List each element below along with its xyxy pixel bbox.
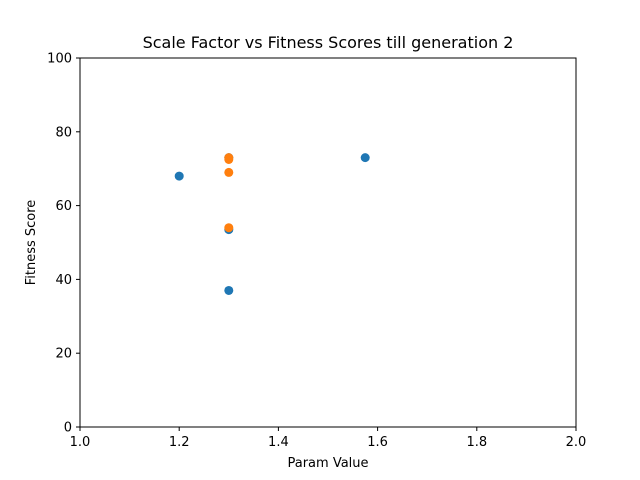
y-tick-label: 20 <box>55 347 72 362</box>
x-tick-label: 1.2 <box>169 435 190 450</box>
point-layer <box>174 153 370 295</box>
y-tick-label: 80 <box>55 125 72 140</box>
x-tick-label: 1.6 <box>367 435 388 450</box>
series-2-point <box>224 223 234 233</box>
tick-layer: 1.0 1.2 1.4 1.6 1.8 2.0 0 20 40 60 80 100 <box>47 52 586 451</box>
y-tick-label: 100 <box>47 52 72 67</box>
x-tick-label: 1.8 <box>466 435 487 450</box>
series-1-point <box>224 285 234 295</box>
y-axis-label: Fitness Score <box>24 200 39 286</box>
series-2-point <box>224 154 234 164</box>
x-tick-label: 2.0 <box>566 435 587 450</box>
chart-title: Scale Factor vs Fitness Scores till gene… <box>143 33 514 52</box>
y-tick-label: 60 <box>55 199 72 214</box>
plot-area <box>80 58 576 427</box>
series-1-point <box>174 171 184 181</box>
y-tick-label: 0 <box>64 421 72 436</box>
x-axis-label: Param Value <box>287 456 368 471</box>
x-tick-label: 1.4 <box>268 435 289 450</box>
y-tick-label: 40 <box>55 273 72 288</box>
plot-frame <box>79 57 577 428</box>
x-tick-label: 1.0 <box>70 435 91 450</box>
series-1-point <box>360 153 370 163</box>
series-2-point <box>224 167 234 177</box>
